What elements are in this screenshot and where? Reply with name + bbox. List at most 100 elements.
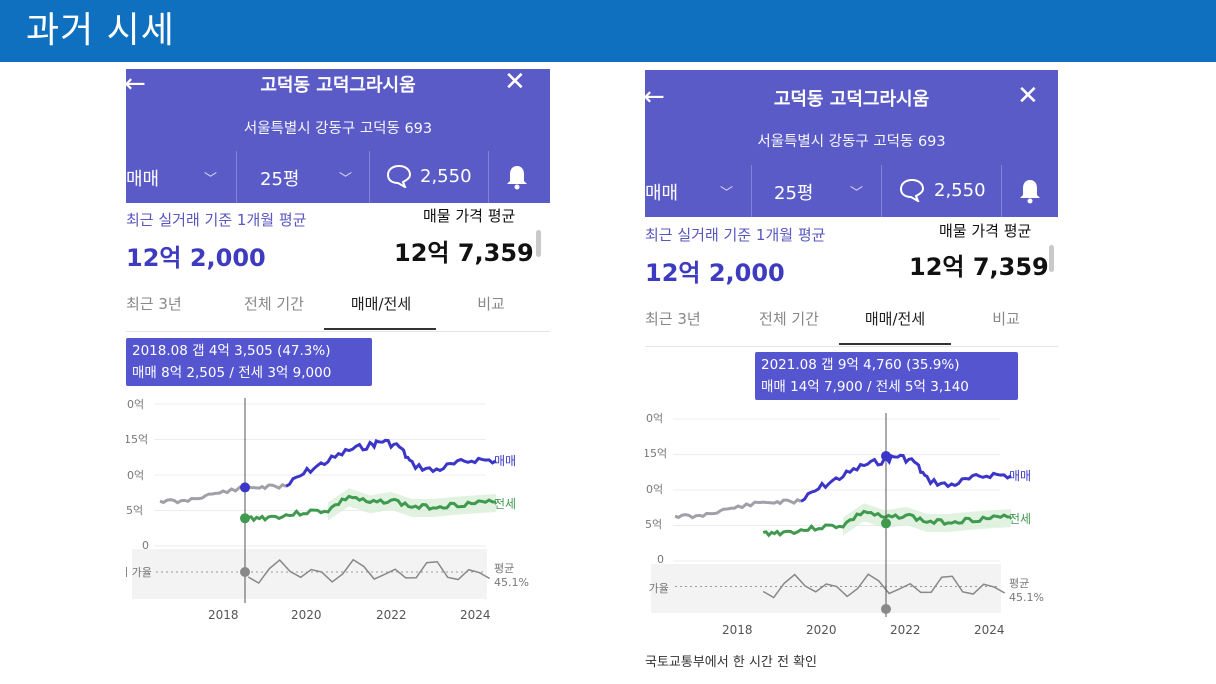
gap-ratio-point: [240, 567, 250, 577]
x-axis-label: 2020: [291, 608, 322, 622]
listing-price-label: 매물 가격 평균: [939, 222, 1032, 240]
y-axis-label: 0: [657, 553, 664, 566]
y-axis-label: 15억: [645, 447, 668, 460]
legend-jeonse: 전세: [1009, 512, 1032, 526]
jeonse-range-band: [328, 488, 496, 521]
chevron-down-icon: ﹀: [204, 172, 218, 187]
listing-price: 12억 7,359: [394, 239, 534, 267]
tab-divider: [126, 331, 550, 332]
legend-sale: 매매: [494, 454, 517, 468]
sale-point: [881, 450, 891, 461]
close-icon[interactable]: ✕: [504, 69, 526, 97]
trade-type-select[interactable]: 매매: [645, 183, 679, 204]
jeonse-line: [762, 509, 1012, 538]
gap-ratio-band: [132, 549, 487, 599]
jeonse-point: [881, 518, 891, 529]
gap-ratio-point: [881, 604, 891, 614]
x-axis-label: 2020: [806, 623, 837, 637]
tab-recent-3y[interactable]: 최근 3년: [645, 310, 701, 328]
tab-compare[interactable]: 비교: [477, 295, 505, 313]
divider: [881, 165, 882, 217]
trade-type-select[interactable]: 매매: [126, 169, 160, 190]
comment-count[interactable]: 2,550: [420, 166, 472, 187]
tab-recent-3y[interactable]: 최근 3년: [126, 295, 182, 313]
legend-jeonse: 전세: [494, 497, 517, 511]
y-axis-label: 20억: [645, 412, 664, 425]
gap-average-label: 평균: [1009, 577, 1030, 590]
apartment-address: 서울특별시 강동구 고덕동 693: [243, 121, 433, 137]
back-arrow-icon[interactable]: ←: [645, 82, 665, 112]
recent-trade-label: 최근 실거래 기준 1개월 평균: [126, 211, 307, 229]
listing-price-label: 매물 가격 평균: [423, 207, 516, 225]
tab-sale-jeonse[interactable]: 매매/전세: [350, 295, 412, 313]
recent-trade-price: 12억 2,000: [645, 259, 785, 287]
back-arrow-icon[interactable]: ←: [126, 69, 146, 99]
tab-all-period[interactable]: 전체 기간: [244, 295, 304, 313]
x-axis-label: 2018: [208, 608, 239, 622]
size-select[interactable]: 25평: [260, 169, 300, 190]
gap-average-value: 45.1%: [1009, 591, 1044, 604]
comment-icon[interactable]: [386, 164, 412, 188]
tab-divider: [645, 346, 1058, 347]
gap-ratio-label: 갭 가율: [645, 582, 669, 595]
recent-trade-price: 12억 2,000: [126, 244, 266, 272]
tab-all-period[interactable]: 전체 기간: [759, 310, 819, 328]
scrollbar[interactable]: [536, 230, 541, 257]
y-axis-label: 15억: [126, 433, 149, 446]
x-axis-label: 2018: [722, 623, 753, 637]
comment-icon[interactable]: [899, 178, 925, 202]
y-axis-label: 10억: [645, 483, 664, 496]
source-note: 국토교통부에서 한 시간 전 확인: [645, 655, 818, 670]
chart-tooltip: 2018.08 갭 4억 3,505 (47.3%) 매매 8억 2,505 /…: [126, 338, 372, 386]
tab-compare[interactable]: 비교: [992, 310, 1020, 328]
slide-header: 과거 시세: [0, 0, 1216, 62]
sale-line-early: [674, 498, 802, 520]
y-axis-label: 5억: [126, 504, 144, 517]
chevron-down-icon: ﹀: [339, 172, 353, 187]
divider: [1001, 165, 1002, 217]
x-axis-label: 2024: [974, 623, 1005, 637]
tooltip-line-1: 2018.08 갭 4억 3,505 (47.3%): [132, 343, 331, 359]
tab-sale-jeonse[interactable]: 매매/전세: [864, 310, 926, 328]
gap-average-label: 평균: [494, 562, 515, 575]
recent-trade-label: 최근 실거래 기준 1개월 평균: [645, 226, 826, 244]
tooltip-line-1: 2021.08 갭 9억 4,760 (35.9%): [761, 357, 960, 373]
tooltip-line-2: 매매 8억 2,505 / 전세 3억 9,000: [132, 365, 332, 381]
jeonse-line: [247, 494, 497, 523]
active-tab-indicator: [839, 343, 951, 345]
x-axis-label: 2024: [460, 608, 491, 622]
apartment-name: 고덕동 고덕그라시움: [773, 89, 930, 110]
chevron-down-icon: ﹀: [720, 186, 734, 201]
size-select[interactable]: 25평: [774, 183, 814, 204]
divider: [751, 165, 752, 217]
app-screenshot-right: ← ✕ 고덕동 고덕그라시움 서울특별시 강동구 고덕동 693 매매 ﹀ 25…: [645, 70, 1058, 670]
gap-average-value: 45.1%: [494, 576, 529, 589]
x-axis-label: 2022: [890, 623, 921, 637]
y-axis-label: 20억: [126, 398, 145, 411]
listing-price: 12억 7,359: [909, 253, 1049, 281]
comment-count[interactable]: 2,550: [934, 180, 986, 201]
close-icon[interactable]: ✕: [1017, 81, 1039, 111]
tooltip-line-2: 매매 14억 7,900 / 전세 5억 3,140: [761, 379, 969, 395]
price-chart: [132, 398, 497, 603]
bell-icon[interactable]: [506, 164, 528, 190]
y-axis-label: 5억: [645, 518, 663, 531]
x-axis-label: 2022: [376, 608, 407, 622]
y-axis-label: 10억: [126, 469, 145, 482]
gap-ratio-band: [651, 564, 1001, 613]
gap-ratio-line: [762, 573, 1006, 599]
sale-point: [240, 482, 250, 493]
scrollbar[interactable]: [1049, 245, 1054, 272]
legend-sale: 매매: [1009, 469, 1032, 483]
app-header: ← ✕ 고덕동 고덕그라시움 서울특별시 강동구 고덕동 693 매매 ﹀ 25…: [126, 69, 550, 203]
divider: [236, 151, 237, 203]
slide-title: 과거 시세: [26, 10, 175, 51]
chart-tooltip: 2021.08 갭 9억 4,760 (35.9%) 매매 14억 7,900 …: [755, 352, 1018, 400]
divider: [488, 151, 489, 203]
sale-line-early: [159, 483, 287, 505]
sale-line: [285, 438, 497, 488]
jeonse-point: [240, 513, 250, 524]
active-tab-indicator: [324, 328, 436, 330]
app-header: ← ✕ 고덕동 고덕그라시움 서울특별시 강동구 고덕동 693 매매 ﹀ 25…: [645, 70, 1058, 217]
bell-icon[interactable]: [1019, 178, 1041, 204]
